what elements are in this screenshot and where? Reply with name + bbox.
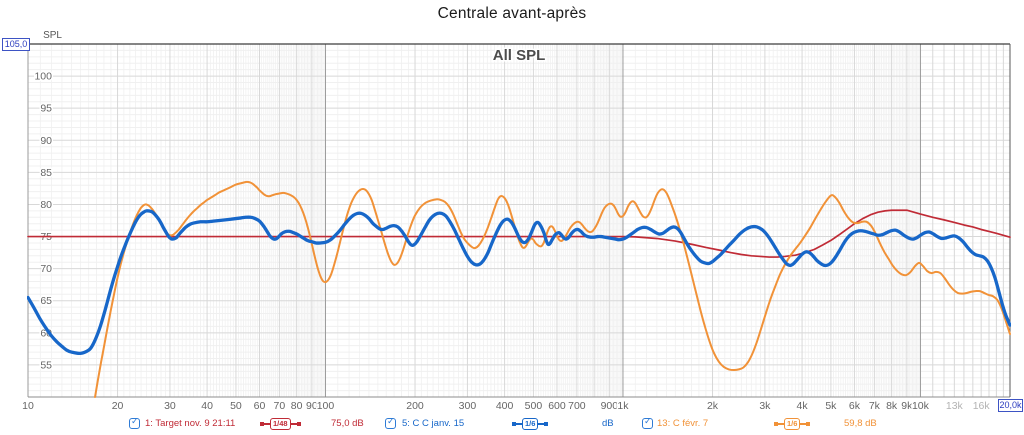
y-tick-label: 80: [40, 199, 52, 211]
x-tick-label: 10k: [912, 400, 930, 412]
legend-label-c-fevr[interactable]: 13: C févr. 7: [657, 418, 709, 429]
chart-inner-title: All SPL: [493, 47, 546, 64]
x-tick-label: 300: [459, 400, 477, 412]
page-title: Centrale avant-après: [437, 5, 587, 22]
x-axis-max-input[interactable]: 20,0k: [998, 399, 1023, 412]
x-tick-label: 100: [317, 400, 335, 412]
trace-target: [27, 209, 1011, 258]
legend-label-cc-janv[interactable]: 5: C C janv. 15: [402, 418, 465, 429]
trace-layer: [27, 180, 1011, 398]
trace-line-icon: [774, 422, 784, 426]
trace-style-indicator-target: 1/48: [260, 417, 301, 431]
x-tick-label: 80: [291, 400, 303, 412]
x-tick-label: 3k: [759, 400, 771, 412]
x-tick-label: 70: [274, 400, 286, 412]
x-tick-label: 500: [525, 400, 543, 412]
x-tick-label: 6k: [849, 400, 861, 412]
y-axis-max-input[interactable]: 105,0: [2, 38, 30, 51]
y-tick-label: 65: [40, 295, 52, 307]
smoothing-badge: 1/6: [784, 418, 801, 430]
y-tick-label: 100: [34, 71, 52, 83]
legend-checkbox-target[interactable]: [129, 417, 140, 429]
trace-style-indicator-cc-janv: 1/6: [512, 417, 549, 431]
smoothing-badge: 1/6: [522, 418, 539, 430]
trace-line-icon: [512, 422, 522, 426]
x-tick-label: 40: [201, 400, 213, 412]
x-tick-label: 4k: [797, 400, 809, 412]
x-tick-label: 700: [568, 400, 586, 412]
x-tick-label: 90: [306, 400, 318, 412]
x-tick-label: 7k: [869, 400, 881, 412]
legend-value-cc-janv: dB: [602, 418, 614, 429]
x-tick-label: 9k: [901, 400, 913, 412]
x-tick-label: 1k: [617, 400, 629, 412]
legend-checkbox-c-fevr[interactable]: [642, 417, 653, 429]
x-tick-label: 30: [164, 400, 176, 412]
legend-bar: 1: Target nov. 9 21:11 1/48 75,0 dB 5: C…: [0, 417, 1024, 433]
trace-line-icon: [538, 422, 549, 426]
legend-label-target[interactable]: 1: Target nov. 9 21:11: [145, 418, 236, 429]
x-tick-label: 20: [112, 400, 124, 412]
x-tick-label: 10: [22, 400, 34, 412]
x-tick-label: 16k: [973, 400, 991, 412]
trace-line-icon: [800, 422, 811, 426]
x-tick-label: 13k: [946, 400, 964, 412]
y-tick-label: 95: [40, 103, 52, 115]
legend-value-c-fevr: 59,8 dB: [844, 418, 877, 429]
x-tick-label: 50: [230, 400, 242, 412]
x-tick-label: 2k: [707, 400, 719, 412]
y-tick-label: 85: [40, 167, 52, 179]
y-tick-label: 60: [40, 327, 52, 339]
y-tick-label: 90: [40, 135, 52, 147]
trace-cc-janv: [27, 209, 1011, 356]
trace-line-icon: [290, 422, 301, 426]
x-tick-label: 200: [406, 400, 424, 412]
y-tick-label: 55: [40, 359, 52, 371]
trace-c-fevr: [94, 180, 1011, 398]
x-tick-label: 600: [548, 400, 566, 412]
legend-checkbox-cc-janv[interactable]: [385, 417, 396, 429]
legend-value-target: 75,0 dB: [331, 418, 364, 429]
x-tick-label: 8k: [886, 400, 898, 412]
x-tick-label: 5k: [825, 400, 837, 412]
trace-line-icon: [260, 422, 270, 426]
y-tick-label: 70: [40, 263, 52, 275]
smoothing-badge: 1/48: [270, 418, 291, 430]
y-axis-name: SPL: [43, 30, 62, 41]
x-tick-label: 400: [496, 400, 514, 412]
x-tick-label: 900: [601, 400, 619, 412]
trace-style-indicator-c-fevr: 1/6: [774, 417, 811, 431]
x-tick-label: 60: [254, 400, 266, 412]
